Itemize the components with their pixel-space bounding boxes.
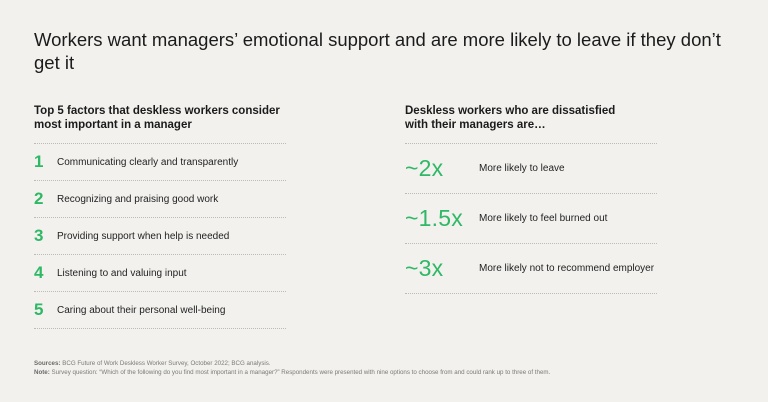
factor-text: Providing support when help is needed: [57, 230, 230, 242]
list-item: ~3x More likely not to recommend employe…: [405, 244, 657, 294]
multiplier-value: ~1.5x: [405, 205, 463, 231]
multiplier-value: ~3x: [405, 255, 444, 281]
factor-text: Communicating clearly and transparently: [57, 156, 239, 168]
footnotes: Sources: BCG Future of Work Deskless Wor…: [34, 359, 734, 377]
stat-list: ~2x More likely to leave ~1.5x More like…: [405, 143, 657, 294]
top-factors-panel: Top 5 factors that deskless workers cons…: [34, 104, 286, 329]
sources-note: Sources: BCG Future of Work Deskless Wor…: [34, 360, 271, 367]
rank-number: 3: [34, 226, 44, 245]
rank-number: 5: [34, 300, 44, 319]
dissatisfied-heading: Deskless workers who are dissatisfied wi…: [405, 105, 616, 131]
stat-text: More likely to feel burned out: [479, 213, 608, 224]
list-item: 4 Listening to and valuing input: [34, 255, 286, 292]
page-title: Workers want managers’ emotional support…: [34, 29, 721, 73]
factor-text: Listening to and valuing input: [57, 267, 187, 279]
stat-text: More likely to leave: [479, 163, 565, 174]
rank-number: 4: [34, 263, 44, 282]
list-item: 1 Communicating clearly and transparentl…: [34, 144, 286, 181]
list-item: 2 Recognizing and praising good work: [34, 181, 286, 218]
top-factors-heading: Top 5 factors that deskless workers cons…: [34, 105, 280, 131]
factor-text: Recognizing and praising good work: [57, 193, 219, 205]
list-item: ~2x More likely to leave: [405, 144, 657, 194]
list-item: 3 Providing support when help is needed: [34, 218, 286, 255]
list-item: ~1.5x More likely to feel burned out: [405, 194, 657, 244]
dissatisfied-workers-panel: Deskless workers who are dissatisfied wi…: [405, 104, 657, 294]
rank-number: 2: [34, 189, 44, 208]
survey-note: Note: Survey question: “Which of the fol…: [34, 369, 551, 376]
multiplier-value: ~2x: [405, 155, 444, 181]
factor-text: Caring about their personal well-being: [57, 304, 226, 316]
list-item: 5 Caring about their personal well-being: [34, 292, 286, 329]
stat-text: More likely not to recommend employer: [479, 263, 655, 274]
factor-list: 1 Communicating clearly and transparentl…: [34, 143, 286, 329]
rank-number: 1: [34, 152, 44, 171]
